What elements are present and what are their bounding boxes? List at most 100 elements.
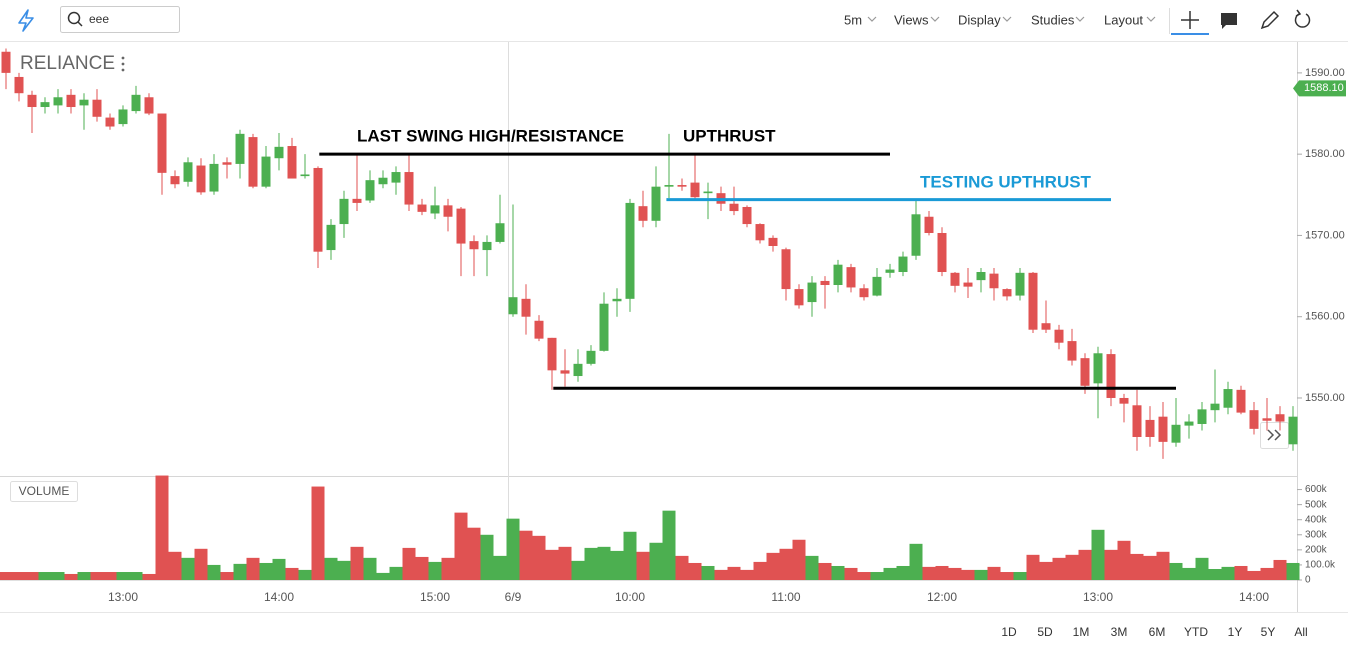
scroll-button[interactable]	[1260, 422, 1289, 449]
crosshair-tool[interactable]	[1181, 11, 1199, 29]
volume-bar	[376, 572, 390, 580]
volume-tick-label: 200k	[1305, 544, 1328, 555]
volume-bar	[1104, 549, 1118, 580]
candle-body	[79, 99, 89, 106]
volume-bar	[1039, 561, 1053, 580]
candle-body	[599, 303, 609, 351]
candle-body	[768, 237, 778, 246]
menu-layout[interactable]: Layout	[1104, 12, 1143, 27]
volume-bar	[779, 548, 793, 580]
x-tick-label: 14:00	[1239, 590, 1269, 604]
candle-body	[703, 191, 713, 194]
volume-bar	[506, 518, 520, 580]
menu-display[interactable]: Display	[958, 12, 1001, 27]
candle-body	[1223, 389, 1233, 408]
volume-bar	[207, 564, 221, 580]
candle-body	[326, 224, 336, 251]
period-button[interactable]: YTD	[1184, 625, 1208, 639]
volume-bar	[402, 547, 416, 580]
candle-body	[1197, 409, 1207, 424]
reset-tool[interactable]	[1294, 13, 1311, 28]
volume-bar	[311, 486, 325, 580]
menu-views[interactable]: Views	[894, 12, 929, 27]
candle-body	[131, 94, 141, 112]
volume-bar	[532, 535, 546, 580]
candle-body	[560, 370, 570, 374]
candle-body	[898, 256, 908, 273]
volume-bar	[1091, 529, 1105, 580]
volume-bar	[493, 555, 507, 580]
volume-tick-label: 300k	[1305, 529, 1328, 540]
volume-bar	[324, 557, 338, 580]
candle-body	[729, 203, 739, 212]
annotation: LAST SWING HIGH/RESISTANCE	[357, 126, 624, 145]
period-button[interactable]: 5Y	[1261, 625, 1276, 639]
candle-body	[989, 273, 999, 289]
volume-bar	[831, 565, 845, 580]
period-button[interactable]: 1Y	[1228, 625, 1243, 639]
candle-body	[742, 206, 752, 225]
candle-body	[1288, 416, 1298, 445]
volume-bar	[389, 566, 403, 580]
comment-tool[interactable]	[1221, 13, 1237, 29]
volume-bar	[194, 548, 208, 580]
volume-bar	[103, 572, 117, 580]
volume-bar	[1065, 554, 1079, 580]
candle-body	[1002, 289, 1012, 297]
volume-bar	[922, 566, 936, 580]
volume-bar	[675, 555, 689, 580]
candle-body	[196, 165, 206, 193]
candle-body	[950, 272, 960, 286]
candle-body	[638, 206, 648, 221]
volume-bar	[987, 566, 1001, 580]
volume-bar	[0, 572, 13, 580]
y-tick-label: 1570.00	[1305, 229, 1345, 241]
candle-body	[1132, 405, 1142, 437]
logo-icon[interactable]	[18, 9, 34, 32]
candle-body	[1067, 341, 1077, 361]
x-tick-label: 12:00	[927, 590, 957, 604]
candle-body	[27, 94, 37, 108]
volume-bar	[870, 572, 884, 580]
candle-body	[443, 205, 453, 217]
search-box[interactable]	[60, 6, 180, 33]
volume-bar	[792, 539, 806, 580]
candle-body	[157, 113, 167, 173]
draw-tool[interactable]	[1260, 10, 1280, 30]
y-tick-label: 1580.00	[1305, 148, 1345, 160]
volume-bar	[883, 567, 897, 580]
candle-body	[495, 223, 505, 242]
menu-studies[interactable]: Studies	[1031, 12, 1075, 27]
period-button[interactable]: 1D	[1001, 625, 1017, 639]
y-tick-label: 1560.00	[1305, 311, 1345, 323]
period-button[interactable]: 3M	[1111, 625, 1128, 639]
period-button[interactable]: 6M	[1149, 625, 1166, 639]
volume-bar	[1013, 572, 1027, 580]
volume-tick-label: 500k	[1305, 499, 1328, 510]
search-text[interactable]: eee	[89, 12, 109, 26]
symbol-menu[interactable]	[121, 56, 125, 72]
volume-bar	[974, 569, 988, 580]
candle-body	[859, 288, 869, 298]
candle-body	[391, 172, 401, 183]
reset-tool[interactable]	[1295, 9, 1302, 17]
period-button[interactable]: 1M	[1073, 625, 1090, 639]
menu-interval[interactable]: 5m	[844, 12, 862, 27]
volume-bar	[467, 527, 481, 580]
volume-bar	[935, 565, 949, 580]
candle-body	[625, 202, 635, 299]
period-button[interactable]: All	[1294, 625, 1307, 639]
y-tick-label: 1590.00	[1305, 67, 1345, 79]
volume-bar	[753, 561, 767, 580]
period-button[interactable]: 5D	[1037, 625, 1053, 639]
volume-bar	[519, 530, 533, 580]
volume-title: VOLUME	[19, 484, 70, 498]
volume-bar	[298, 569, 312, 580]
candle-body	[1210, 403, 1220, 411]
volume-bar	[1234, 565, 1248, 580]
candle-body	[469, 241, 479, 250]
candle-body	[755, 224, 765, 241]
volume-bar	[233, 563, 247, 580]
volume-bar	[584, 547, 598, 580]
volume-bar	[246, 557, 260, 580]
